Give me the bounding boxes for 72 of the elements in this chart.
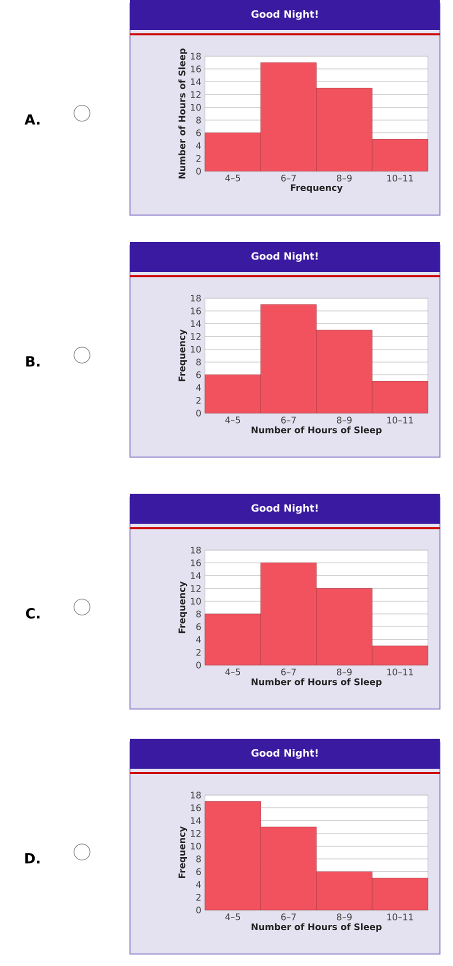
x-tick-label: 4–5 bbox=[225, 668, 240, 676]
y-tick-label: 12 bbox=[191, 91, 201, 98]
y-tick-label: 14 bbox=[191, 320, 201, 327]
x-tick-label: 10–11 bbox=[387, 914, 413, 920]
y-tick-label: 8 bbox=[196, 116, 201, 124]
y-tick-label: 8 bbox=[196, 358, 201, 366]
text: D. bbox=[25, 853, 40, 864]
y-tick-label: 18 bbox=[191, 294, 201, 302]
y-tick-label: 18 bbox=[191, 546, 201, 554]
y-tick-label: 8 bbox=[196, 856, 201, 862]
x-tick-label: 4–5 bbox=[225, 174, 240, 182]
y-tick-label: 0 bbox=[196, 168, 201, 175]
x-tick-label: 6–7 bbox=[281, 668, 296, 676]
chart-title: Good Night! bbox=[251, 252, 318, 262]
y-tick-label: 10 bbox=[191, 842, 201, 850]
x-axis-title: Frequency bbox=[290, 184, 343, 193]
y-tick-label: 18 bbox=[191, 792, 201, 798]
y-axis-title: Frequency bbox=[178, 826, 188, 878]
y-axis-title: Frequency bbox=[178, 329, 188, 382]
y-tick-label: 2 bbox=[196, 155, 201, 162]
text: A. bbox=[24, 114, 40, 125]
y-tick-label: 18 bbox=[191, 52, 201, 60]
y-tick-label: 10 bbox=[191, 598, 201, 605]
x-tick-label: 6–7 bbox=[281, 174, 296, 182]
y-tick-label: 14 bbox=[191, 78, 201, 86]
y-axis-title: Frequency bbox=[178, 581, 188, 634]
x-tick-label: 8–9 bbox=[336, 668, 352, 676]
chart-title: Good Night! bbox=[251, 504, 318, 514]
y-tick-label: 12 bbox=[191, 830, 201, 837]
text: C. bbox=[26, 608, 40, 619]
x-tick-label: 8–9 bbox=[336, 416, 352, 424]
y-tick-label: 0 bbox=[196, 662, 201, 668]
y-tick-label: 14 bbox=[191, 817, 201, 824]
y-tick-label: 12 bbox=[191, 585, 201, 592]
y-tick-label: 2 bbox=[196, 648, 201, 656]
y-tick-label: 14 bbox=[191, 572, 201, 579]
x-tick-label: 10–11 bbox=[387, 668, 413, 676]
y-tick-label: 0 bbox=[196, 410, 201, 417]
y-tick-label: 16 bbox=[191, 804, 201, 812]
y-tick-label: 2 bbox=[196, 397, 201, 404]
x-tick-label: 8–9 bbox=[336, 914, 352, 920]
y-tick-label: 8 bbox=[196, 610, 201, 618]
y-tick-label: 4 bbox=[196, 636, 201, 643]
x-axis-title: Number of Hours of Sleep bbox=[252, 426, 382, 436]
y-tick-label: 16 bbox=[191, 308, 201, 314]
x-tick-label: 10–11 bbox=[387, 416, 413, 424]
x-tick-label: 8–9 bbox=[336, 174, 352, 182]
y-tick-label: 4 bbox=[196, 881, 201, 888]
y-axis-title: Number of Hours of Sleep bbox=[178, 48, 188, 178]
x-tick-label: 6–7 bbox=[281, 914, 296, 920]
text: B. bbox=[26, 356, 40, 366]
y-tick-label: 6 bbox=[196, 868, 201, 876]
x-axis-title: Number of Hours of Sleep bbox=[252, 923, 382, 932]
chart-title: Good Night! bbox=[251, 10, 318, 20]
y-tick-label: 12 bbox=[191, 333, 201, 340]
x-tick-label: 6–7 bbox=[281, 416, 296, 424]
y-tick-label: 10 bbox=[191, 104, 201, 111]
y-tick-label: 6 bbox=[196, 623, 201, 630]
y-tick-label: 0 bbox=[196, 906, 201, 914]
x-tick-label: 10–11 bbox=[387, 174, 413, 182]
chart-title: Good Night! bbox=[251, 748, 318, 759]
x-axis-title: Number of Hours of Sleep bbox=[252, 678, 382, 687]
x-tick-label: 4–5 bbox=[225, 416, 240, 424]
y-tick-label: 10 bbox=[191, 346, 201, 353]
y-tick-label: 2 bbox=[196, 894, 201, 901]
y-tick-label: 6 bbox=[196, 371, 201, 378]
x-tick-label: 4–5 bbox=[225, 914, 240, 920]
y-tick-label: 4 bbox=[196, 384, 201, 391]
y-tick-label: 6 bbox=[196, 129, 201, 136]
y-tick-label: 16 bbox=[191, 559, 201, 566]
y-tick-label: 16 bbox=[191, 66, 201, 72]
y-tick-label: 4 bbox=[196, 142, 201, 149]
